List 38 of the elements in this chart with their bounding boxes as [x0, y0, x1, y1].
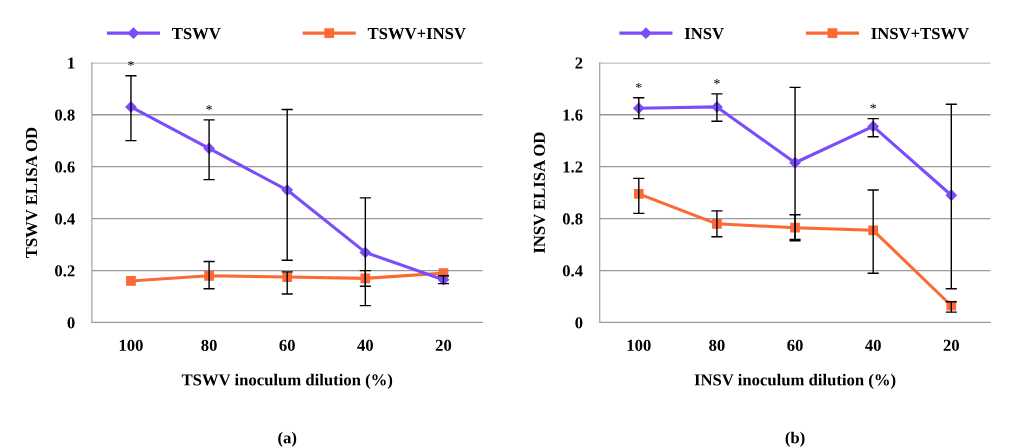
annotation: *	[714, 79, 720, 85]
y-axis-title: TSWV ELISA OD	[25, 127, 38, 258]
x-tick-label: 80	[709, 339, 725, 351]
x-tick-label: 40	[865, 339, 881, 351]
annotation: *	[206, 105, 212, 111]
x-axis-title: TSWV inoculum dilution (%)	[181, 373, 393, 389]
y-tick-label: 1.6	[563, 109, 583, 121]
text: (a)	[278, 431, 297, 447]
x-tick-label: 100	[119, 339, 143, 351]
x-axis-title: INSV inoculum dilution (%)	[694, 373, 896, 389]
legend-label: TSWV+INSV	[367, 27, 466, 40]
y-tick-label: 0.6	[55, 161, 75, 173]
y-tick-label: 0.2	[55, 265, 75, 277]
x-tick-label: 40	[357, 339, 374, 351]
x-tick-label: 20	[943, 339, 959, 351]
x-tick-label: 100	[627, 339, 651, 351]
y-tick-label: 0	[67, 317, 75, 329]
annotation: *	[128, 60, 134, 66]
y-tick-label: 0.8	[55, 109, 75, 121]
annotation: *	[636, 82, 642, 89]
point	[126, 276, 136, 286]
y-tick-label: 0.8	[562, 213, 583, 225]
x-tick-label: 80	[201, 339, 217, 351]
x-tick-label: 60	[279, 339, 295, 351]
y-axis-title: INSV ELISA OD	[533, 132, 546, 254]
y-tick-label: 2	[575, 57, 583, 69]
y-tick-label: 1.2	[563, 161, 583, 173]
y-tick-label: 0.4	[562, 265, 583, 277]
y-tick-label: 0.4	[55, 213, 75, 225]
annotation: *	[870, 103, 876, 109]
y-tick-label: 0	[575, 317, 583, 329]
y-tick-label: 1	[68, 57, 75, 69]
legend-label: TSWV	[172, 27, 221, 40]
text: (b)	[785, 431, 805, 447]
legend-label: INSV	[684, 27, 724, 40]
legend-label: INSV+TSWV	[871, 27, 969, 40]
x-tick-label: 20	[435, 339, 452, 351]
x-tick-label: 60	[787, 339, 803, 351]
